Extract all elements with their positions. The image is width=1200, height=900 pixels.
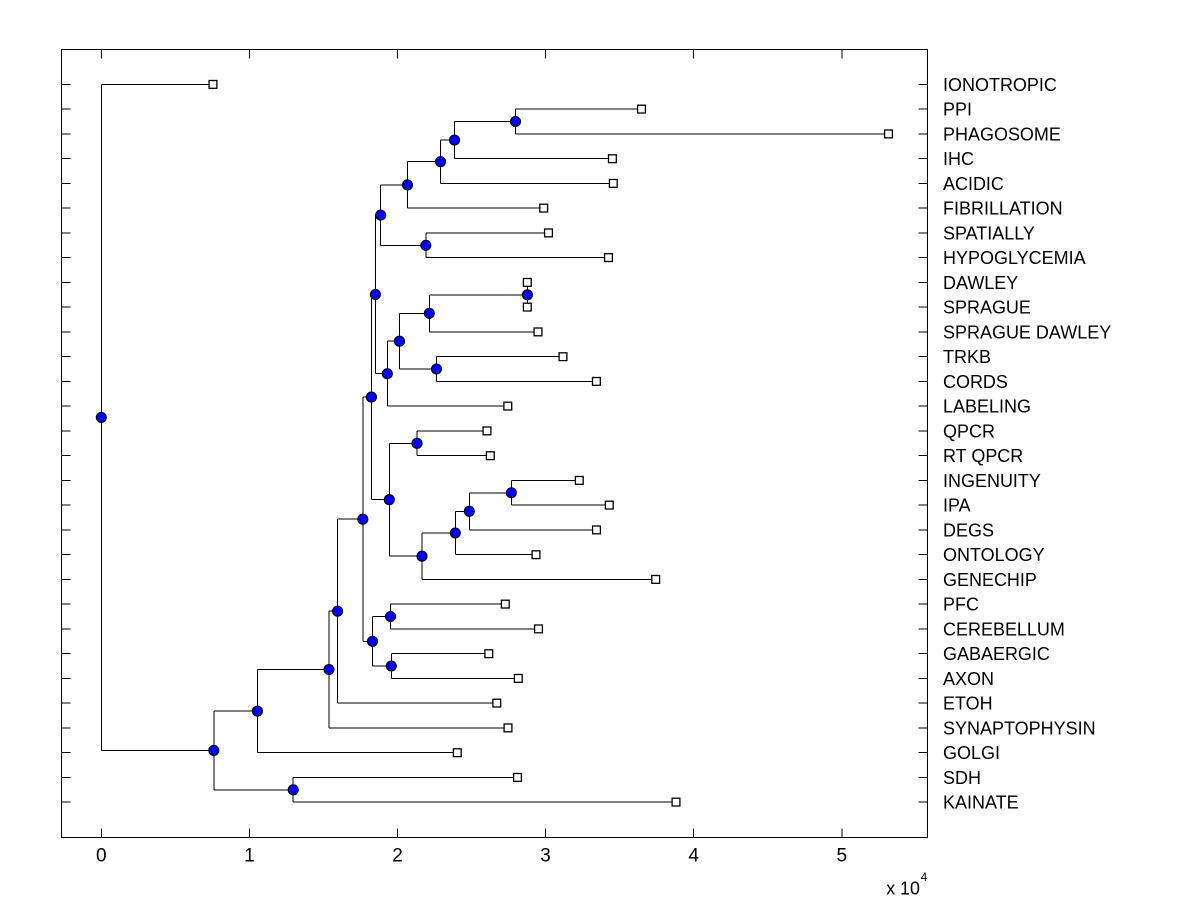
- svg-text:3: 3: [540, 845, 551, 866]
- svg-text:5: 5: [837, 845, 848, 866]
- svg-text:PHAGOSOME: PHAGOSOME: [943, 123, 1061, 144]
- svg-text:GENECHIP: GENECHIP: [943, 569, 1037, 590]
- svg-text:DEGS: DEGS: [943, 519, 994, 540]
- svg-text:SPRAGUE DAWLEY: SPRAGUE DAWLEY: [943, 321, 1111, 342]
- svg-text:TRKB: TRKB: [943, 346, 991, 367]
- svg-text:ONTOLOGY: ONTOLOGY: [943, 544, 1045, 565]
- svg-text:2: 2: [392, 845, 403, 866]
- svg-text:CORDS: CORDS: [943, 371, 1008, 392]
- svg-text:RT QPCR: RT QPCR: [943, 445, 1023, 466]
- svg-text:LABELING: LABELING: [943, 396, 1031, 417]
- svg-text:GOLGI: GOLGI: [943, 742, 1000, 763]
- svg-text:4: 4: [688, 845, 699, 866]
- svg-text:CEREBELLUM: CEREBELLUM: [943, 618, 1065, 639]
- svg-text:FIBRILLATION: FIBRILLATION: [943, 198, 1063, 219]
- svg-text:QPCR: QPCR: [943, 420, 995, 441]
- svg-text:KAINATE: KAINATE: [943, 792, 1019, 813]
- svg-text:IPA: IPA: [943, 495, 971, 516]
- svg-text:0: 0: [96, 845, 107, 866]
- svg-text:4: 4: [921, 871, 928, 884]
- svg-text:PFC: PFC: [943, 594, 979, 615]
- svg-text:SPRAGUE: SPRAGUE: [943, 297, 1031, 318]
- svg-text:IONOTROPIC: IONOTROPIC: [943, 74, 1057, 95]
- svg-text:INGENUITY: INGENUITY: [943, 470, 1041, 491]
- svg-text:SPATIALLY: SPATIALLY: [943, 222, 1035, 243]
- svg-text:ETOH: ETOH: [943, 693, 993, 714]
- svg-text:AXON: AXON: [943, 668, 994, 689]
- svg-text:DAWLEY: DAWLEY: [943, 272, 1018, 293]
- svg-text:HYPOGLYCEMIA: HYPOGLYCEMIA: [943, 247, 1086, 268]
- svg-text:SYNAPTOPHYSIN: SYNAPTOPHYSIN: [943, 717, 1096, 738]
- svg-text:SDH: SDH: [943, 767, 981, 788]
- svg-text:IHC: IHC: [943, 148, 974, 169]
- svg-text:PPI: PPI: [943, 99, 972, 120]
- svg-text:x 10: x 10: [886, 877, 920, 898]
- svg-text:GABAERGIC: GABAERGIC: [943, 643, 1050, 664]
- svg-text:1: 1: [244, 845, 255, 866]
- svg-text:ACIDIC: ACIDIC: [943, 173, 1004, 194]
